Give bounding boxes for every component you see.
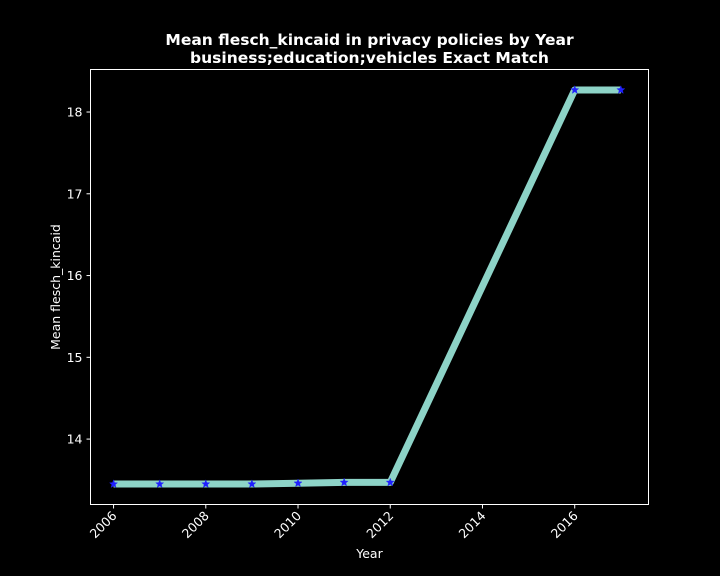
y-axis: 14 15 16 17 18	[67, 105, 91, 447]
y-tick-label: 17	[67, 186, 83, 201]
data-point-marker	[201, 479, 211, 488]
x-tick-label: 2012	[363, 508, 396, 541]
data-point-marker	[385, 477, 395, 487]
chart-title: Mean flesch_kincaid in privacy policies …	[165, 31, 574, 49]
x-tick-label: 2016	[548, 508, 581, 541]
data-point-marker	[109, 479, 119, 488]
y-tick-label: 15	[67, 350, 83, 365]
data-point-marker	[570, 85, 580, 94]
x-axis: 2006 2008 2010 2012 2014 2016	[87, 504, 581, 541]
chart-subtitle: business;education;vehicles Exact Match	[190, 49, 549, 67]
series-line	[113, 86, 621, 488]
data-point-marker	[293, 478, 303, 488]
data-point-marker	[339, 477, 349, 487]
data-point-marker	[155, 479, 165, 488]
y-axis-label: Mean flesch_kincaid	[48, 224, 63, 350]
x-tick-label: 2010	[271, 508, 304, 541]
series-layer	[109, 85, 626, 488]
x-tick-label: 2006	[87, 508, 120, 541]
y-tick-label: 16	[67, 268, 83, 283]
data-point-marker	[616, 85, 626, 94]
x-tick-label: 2014	[456, 508, 489, 541]
data-point-marker	[247, 479, 257, 488]
x-axis-label: Year	[355, 546, 383, 561]
y-tick-label: 14	[67, 432, 83, 447]
y-tick-label: 18	[67, 105, 83, 120]
x-tick-label: 2008	[179, 508, 212, 541]
plot-area-frame	[90, 69, 649, 505]
